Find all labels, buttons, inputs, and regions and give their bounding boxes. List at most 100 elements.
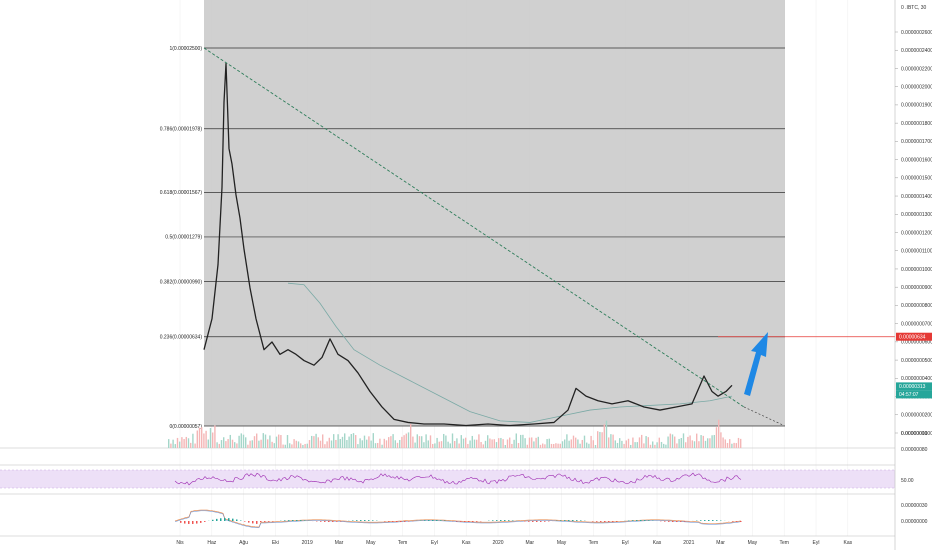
volume-bar xyxy=(509,437,511,448)
volume-bar xyxy=(548,438,550,448)
volume-bar xyxy=(553,444,555,448)
trendline xyxy=(203,47,745,408)
volume-bar xyxy=(236,443,238,448)
volume-bar xyxy=(586,442,588,448)
macd-histogram-bar xyxy=(216,518,218,521)
volume-bar xyxy=(632,437,634,448)
volume-bar xyxy=(383,438,385,448)
fib-retracement-zone[interactable] xyxy=(204,0,785,426)
volume-bar xyxy=(682,433,685,448)
volume-bar xyxy=(691,440,693,448)
volume-bar xyxy=(482,444,484,448)
volume-bar xyxy=(273,443,275,448)
volume-bar xyxy=(520,434,522,448)
trendline-extension xyxy=(743,406,785,426)
macd-histogram-bar xyxy=(456,521,458,522)
volume-bar xyxy=(381,444,383,448)
macd-histogram-bar xyxy=(476,521,478,522)
fib-level-label: 0(0.00000057) xyxy=(169,424,202,430)
macd-histogram-bar xyxy=(576,520,578,521)
volume-bar xyxy=(447,441,449,448)
volume-bar xyxy=(207,439,209,448)
volume-bar xyxy=(601,432,603,448)
macd-histogram-bar xyxy=(264,521,266,522)
volume-bar xyxy=(528,437,531,448)
volume-bar xyxy=(405,433,407,448)
macd-histogram-bar xyxy=(712,520,714,521)
macd-histogram-bar xyxy=(212,519,214,521)
volume-bar xyxy=(572,435,575,448)
time-tick-label: Mar xyxy=(716,540,725,546)
time-tick-label: May xyxy=(748,540,758,546)
volume-bar xyxy=(590,435,592,448)
macd-histogram-bar xyxy=(364,520,366,521)
volume-bar xyxy=(361,440,363,448)
volume-bar xyxy=(729,439,731,448)
volume-bar xyxy=(616,442,619,448)
volume-bar xyxy=(724,439,726,448)
volume-bar xyxy=(377,442,379,448)
price-axis-ticks: 0.0000002600 0.0000002400 0.0000002200 0.00… xyxy=(895,30,932,437)
macd-histogram-bar xyxy=(184,521,186,524)
macd-histogram-bar xyxy=(240,520,242,521)
volume-bar xyxy=(460,435,462,448)
volume-bar xyxy=(284,444,286,448)
macd-histogram-bar xyxy=(632,520,634,521)
volume-bar xyxy=(306,443,308,448)
volume-bar xyxy=(511,443,513,448)
volume-bar xyxy=(498,438,500,448)
macd-histogram-bar xyxy=(568,520,570,521)
volume-bar xyxy=(726,442,729,448)
volume-bar xyxy=(467,443,469,448)
volume-bar xyxy=(539,444,542,448)
volume-bar xyxy=(535,437,537,448)
volume-bar xyxy=(192,433,194,448)
volume-bar xyxy=(333,434,335,448)
volume-bar xyxy=(339,439,341,448)
volume-bar xyxy=(253,436,256,448)
volume-bar xyxy=(645,436,647,448)
volume-bar xyxy=(414,442,416,448)
volume-bar xyxy=(269,435,271,448)
volume-bar xyxy=(680,438,682,448)
volume-bar xyxy=(225,441,227,448)
moving-average xyxy=(287,282,733,423)
volume-bar xyxy=(388,437,390,448)
time-tick-label: Mar xyxy=(335,540,344,546)
macd-histogram-bar xyxy=(352,520,354,521)
volume-bar xyxy=(438,441,440,448)
volume-bar xyxy=(733,442,735,448)
volume-bar xyxy=(238,435,240,448)
macd-histogram-bar xyxy=(536,521,538,522)
volume-bar xyxy=(493,439,495,448)
macd-histogram-bar xyxy=(336,521,338,522)
macd-histogram-bar xyxy=(236,519,238,521)
volume-bar xyxy=(696,433,698,448)
price-tick-label: 0.0000000500 xyxy=(901,358,932,364)
fib-level-label: 0.786(0.00001978) xyxy=(160,127,203,133)
macd-histogram-bar xyxy=(512,520,514,521)
macd-histogram-bar xyxy=(400,521,402,522)
volume-bar xyxy=(709,438,711,448)
volume-bar xyxy=(462,438,465,448)
indicator-tick-label: 0.00000030 xyxy=(901,503,928,509)
volume-bar xyxy=(667,436,669,448)
volume-bar xyxy=(669,433,671,448)
macd-histogram-bar xyxy=(700,520,702,521)
time-tick-label: Eyl xyxy=(431,540,438,546)
price-badge xyxy=(896,382,932,391)
volume-bar xyxy=(471,435,473,448)
volume-bar xyxy=(608,437,610,448)
volume-bar xyxy=(737,437,740,448)
volume-bar xyxy=(271,441,273,448)
volume-bar xyxy=(295,440,297,448)
price-tick-label: 0.0000002200 xyxy=(901,66,932,72)
volume-bar xyxy=(416,434,418,448)
volume-bar xyxy=(260,439,262,448)
volume-bar xyxy=(660,441,663,448)
volume-bar xyxy=(372,433,374,448)
macd-histogram-bar xyxy=(544,521,546,522)
volume-bar xyxy=(344,433,346,448)
volume-bar xyxy=(619,438,621,448)
